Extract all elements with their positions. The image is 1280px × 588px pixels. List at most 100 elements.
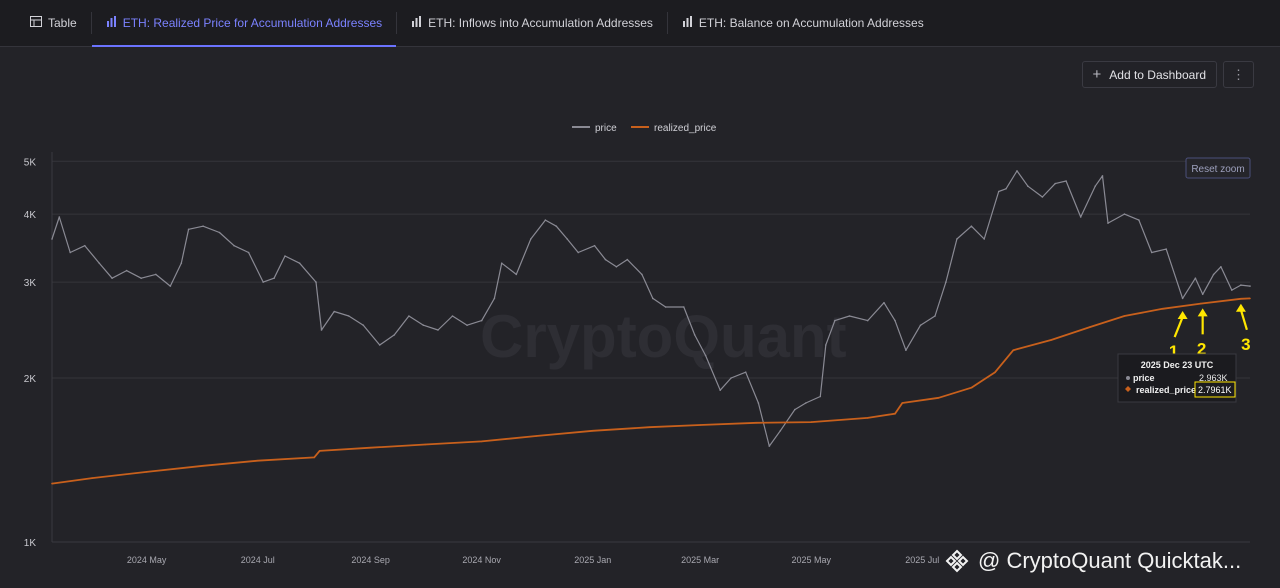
y-tick-label: 3K [24,278,37,289]
data-point-price [593,244,596,247]
data-point-price [262,281,265,283]
data-point-price [794,408,796,411]
annotation-arrow [1239,309,1248,331]
tab-label: ETH: Balance on Accumulation Addresses [698,16,924,30]
y-tick-label: 1K [24,538,37,549]
data-point-price [1212,273,1215,276]
data-point-realized-price [894,412,896,415]
data-point-price [69,251,71,254]
data-point-realized-price [91,477,93,479]
data-point-price [757,402,760,404]
data-point-price [98,262,101,265]
bar-chart-icon [682,16,693,30]
annotation-label: 2 [1197,339,1206,358]
data-point-realized-price [369,446,372,449]
x-tick-label: 2024 May [127,555,167,565]
tooltip-date: 2025 Dec 23 UTC [1141,360,1214,370]
x-axis-labels: 2024 May 2024 Jul 2024 Sep 2024 Nov 2025 Jan… [127,555,939,565]
tab-realized-price[interactable]: ETH: Realized Price for Accumulation Add… [91,0,397,47]
data-point-price [555,225,558,227]
plus-icon: + [1092,66,1102,83]
data-point-price [247,251,250,254]
kebab-icon: ⋮ [1232,66,1245,82]
chart-toolbar: + Add to Dashboard ⋮ [1081,61,1254,88]
data-point-realized-price [145,471,148,473]
data-point-realized-price [1012,349,1015,352]
data-point-realized-price [866,417,869,419]
tab-divider [396,12,398,34]
data-point-price [566,238,568,240]
reset-zoom-button[interactable]: Reset zoom [1185,157,1251,179]
x-tick-label: 2025 Mar [681,555,719,565]
tab-label: ETH: Realized Price for Accumulation Add… [122,16,383,30]
legend-label-price: price [595,123,617,134]
data-point-realized-price [256,459,259,462]
data-point-price [362,324,365,327]
data-point-price [125,269,128,272]
data-point-price [422,324,425,327]
data-point-realized-price [901,402,904,404]
x-tick-label: 2025 Jul [905,555,939,565]
tooltip-realized-value: 2.7961K [1198,385,1232,395]
reset-zoom-frame [1185,157,1251,179]
data-point-price [466,324,468,327]
data-point-price [744,371,747,374]
y-axis-labels: 1K 2K 3K 4K 5K [24,157,37,549]
data-point-price [393,334,396,336]
annotation-arrowhead [1177,311,1188,320]
data-point-price [652,297,654,300]
annotation-label: 1 [1169,342,1178,361]
data-point-realized-price [535,435,538,437]
annotation-arrowhead [1235,303,1246,312]
data-point-price [1181,297,1184,300]
data-point-realized-price [480,440,483,443]
data-point-price [819,395,822,398]
price-chart: price realized_price 1K 2K 3K 4K 5K 2024 May… [24,123,1251,565]
data-point-price [983,238,985,240]
gridlines [51,152,1250,543]
legend: price realized_price [572,123,717,134]
data-point-realized-price [1161,308,1164,310]
data-point-price [866,319,869,322]
data-point-price [451,315,454,317]
data-point-price [500,262,503,265]
tooltip-price-label: price [1133,373,1155,383]
data-point-price [919,324,922,327]
tooltip-highlight-box [1194,381,1236,398]
add-to-dashboard-button[interactable]: + Add to Dashboard [1081,61,1217,88]
watermark-text: CryptoQuant [480,303,847,370]
data-point-price [1123,213,1126,215]
legend-label-realized-price: realized_price [654,123,717,134]
tooltip-price-value: 2.963K [1199,373,1228,383]
y-tick-label: 5K [24,157,37,168]
data-point-price [719,389,721,392]
x-tick-label: 2024 Jul [241,555,275,565]
reset-zoom-label: Reset zoom [1191,164,1244,175]
x-tick-label: 2025 May [791,555,831,565]
data-point-price [894,319,896,322]
data-point-price [480,319,483,322]
tab-table[interactable]: Table [0,0,91,46]
data-point-realized-price [1050,339,1053,341]
more-options-button[interactable]: ⋮ [1223,61,1254,88]
data-point-price [1240,284,1242,286]
data-point-price [378,344,381,346]
tab-inflows[interactable]: ETH: Inflows into Accumulation Addresses [397,0,667,46]
data-point-realized-price [313,456,316,459]
data-point-price [693,334,696,336]
data-point-price [1107,222,1109,224]
data-point-price [945,281,947,283]
data-point-price [180,262,183,265]
y-tick-label: 4K [24,210,37,221]
data-point-price [84,244,86,247]
data-point-price [218,231,221,234]
data-point-price [544,219,547,221]
data-point-price [683,306,685,308]
data-point-price [997,190,1000,193]
data-point-realized-price [648,426,650,429]
tab-balance[interactable]: ETH: Balance on Accumulation Addresses [668,0,938,46]
tab-label: ETH: Inflows into Accumulation Addresses [428,16,653,30]
tab-divider [666,12,668,34]
data-point-price [1041,196,1044,198]
